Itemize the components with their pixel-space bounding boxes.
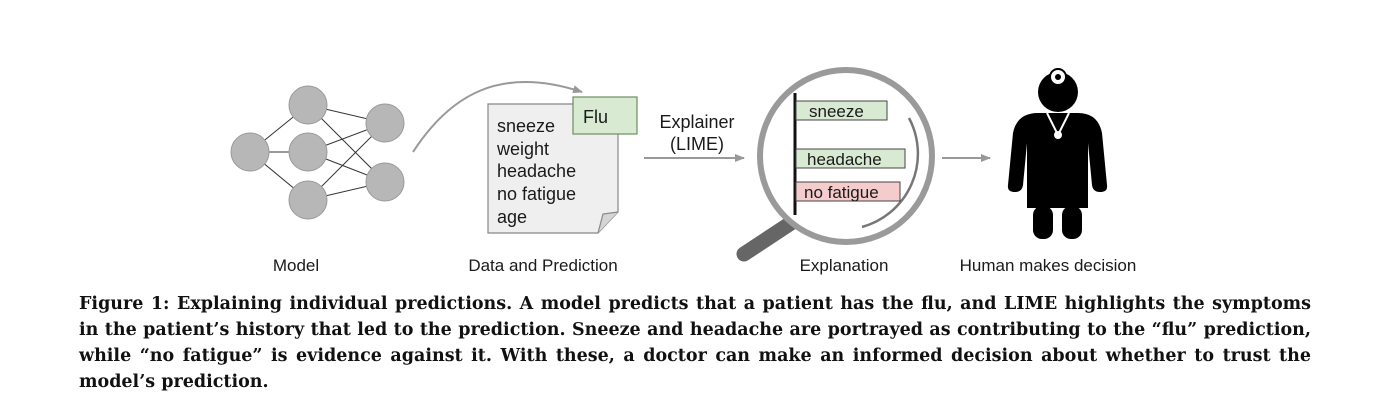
feature-list: sneeze weight headache no fatigue age (496, 116, 576, 227)
model-to-prediction-arrow (412, 80, 583, 153)
output-node (365, 103, 405, 143)
explainer-method-label: (LIME) (670, 134, 724, 154)
explanation-bar-sneeze (795, 100, 888, 121)
explanation-bar-headache (795, 148, 906, 169)
explanation-label: Explanation (800, 256, 889, 275)
explanation-bar-label: sneeze (809, 102, 864, 121)
doctor-icon (1007, 68, 1108, 239)
explanation-bars: sneeze headache no fatigue (795, 100, 906, 202)
prediction-tag: Flu (572, 96, 638, 135)
explanation-bar-no-fatigue (795, 181, 901, 202)
feature-item: weight (496, 139, 549, 159)
explanation-bar-label: no fatigue (804, 183, 879, 202)
neural-network-icon (230, 85, 405, 220)
feature-item: no fatigue (497, 184, 576, 204)
feature-item: sneeze (497, 116, 555, 136)
human-label: Human makes decision (960, 256, 1137, 275)
explanation-bar-label: headache (807, 150, 882, 169)
explainer-label: Explainer (659, 112, 734, 132)
prediction-label: Flu (583, 107, 608, 127)
figure-caption: Figure 1: Explaining individual predicti… (79, 294, 1311, 392)
hidden-node (288, 132, 328, 172)
feature-item: age (497, 207, 527, 227)
hidden-node (288, 85, 328, 125)
output-node (365, 162, 405, 202)
document-icon (487, 103, 619, 234)
data-prediction-label: Data and Prediction (468, 256, 617, 275)
feature-item: headache (497, 161, 576, 181)
input-node (230, 132, 270, 172)
hidden-node (288, 180, 328, 220)
model-label: Model (273, 256, 319, 275)
